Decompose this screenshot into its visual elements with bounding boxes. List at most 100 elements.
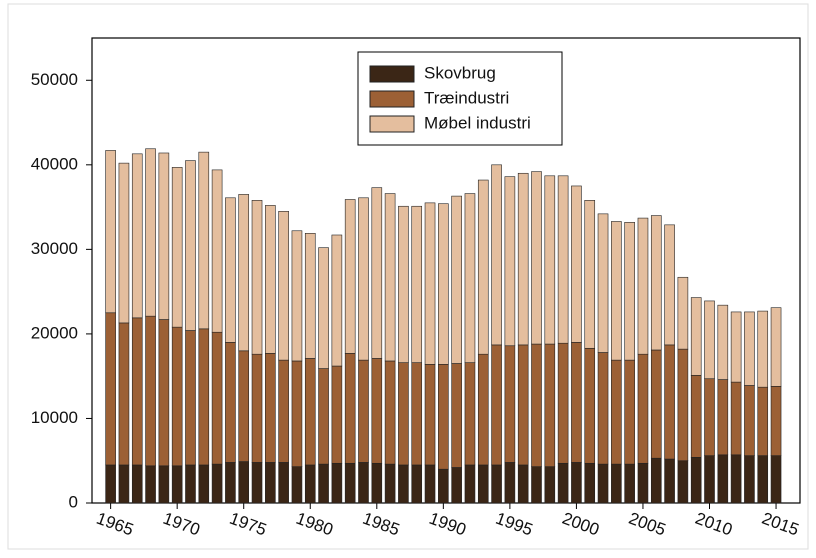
bar-segment bbox=[730, 454, 742, 504]
bar-segment bbox=[291, 360, 303, 467]
bar-segment bbox=[571, 462, 582, 504]
bar-segment bbox=[358, 359, 369, 463]
bar-segment bbox=[225, 462, 236, 504]
bar-segment bbox=[131, 464, 143, 504]
bar-segment bbox=[105, 150, 116, 314]
bar-segment bbox=[304, 358, 316, 466]
bar-segment bbox=[238, 350, 250, 462]
bar-segment bbox=[145, 465, 156, 504]
bar-segment bbox=[185, 330, 196, 466]
bar-segment bbox=[371, 358, 383, 464]
bar-segment bbox=[544, 175, 556, 345]
bar-segment bbox=[690, 375, 702, 458]
bar-segment bbox=[664, 344, 675, 460]
y-tick-label: 30000 bbox=[31, 239, 78, 258]
bar-segment bbox=[185, 160, 196, 331]
bar-segment bbox=[477, 179, 489, 355]
legend-swatch bbox=[369, 90, 415, 108]
bar-segment bbox=[677, 460, 689, 504]
bar-segment bbox=[384, 463, 396, 504]
y-tick-label: 10000 bbox=[31, 408, 78, 427]
bar-segment bbox=[677, 348, 689, 462]
bar-segment bbox=[730, 381, 742, 456]
bar-segment bbox=[517, 172, 529, 346]
bar-segment bbox=[145, 148, 156, 317]
bar-segment bbox=[730, 311, 742, 383]
bar-segment bbox=[398, 205, 409, 363]
bar-segment bbox=[251, 462, 263, 504]
bar-segment bbox=[584, 200, 596, 349]
bar-segment bbox=[637, 217, 649, 355]
bar-segment bbox=[531, 171, 542, 345]
bar-segment bbox=[238, 461, 250, 504]
bar-segment bbox=[624, 359, 635, 465]
bar-segment bbox=[344, 199, 356, 354]
bar-segment bbox=[291, 230, 303, 362]
bar-segment bbox=[344, 462, 356, 504]
bar-segment bbox=[225, 342, 236, 463]
bar-segment bbox=[504, 176, 516, 347]
bar-segment bbox=[477, 464, 489, 504]
bar-segment bbox=[757, 310, 769, 388]
bar-segment bbox=[491, 344, 502, 466]
bar-segment bbox=[318, 463, 329, 504]
bar-segment bbox=[318, 368, 329, 465]
bar-segment bbox=[464, 464, 476, 504]
bar-segment bbox=[611, 221, 622, 361]
bar-segment bbox=[438, 468, 449, 504]
bar-segment bbox=[358, 197, 369, 361]
bar-segment bbox=[624, 463, 635, 504]
bar-segment bbox=[597, 352, 609, 465]
legend-swatch bbox=[369, 115, 415, 133]
bar-segment bbox=[637, 462, 649, 504]
bar-segment bbox=[265, 205, 276, 354]
legend-label: Skovbrug bbox=[424, 63, 496, 82]
bar-segment bbox=[557, 462, 569, 504]
bar-segment bbox=[185, 464, 196, 504]
bar-segment bbox=[491, 464, 502, 504]
bar-segment bbox=[291, 466, 303, 504]
bar-segment bbox=[318, 247, 329, 369]
bar-segment bbox=[331, 234, 343, 367]
bar-segment bbox=[744, 455, 755, 504]
bar-segment bbox=[198, 328, 210, 466]
bar-segment bbox=[770, 307, 782, 387]
bar-segment bbox=[650, 349, 662, 459]
bar-segment bbox=[611, 359, 622, 465]
bar-segment bbox=[158, 152, 170, 320]
bar-segment bbox=[118, 322, 130, 466]
bar-segment bbox=[251, 353, 263, 463]
bar-segment bbox=[171, 167, 183, 328]
bar-segment bbox=[571, 342, 582, 463]
bar-segment bbox=[371, 187, 383, 359]
bar-segment bbox=[557, 342, 569, 464]
bar-segment bbox=[211, 463, 223, 504]
bar-segment bbox=[690, 297, 702, 376]
bar-segment bbox=[770, 386, 782, 456]
bar-segment bbox=[411, 205, 423, 363]
bar-segment bbox=[371, 462, 383, 504]
bar-segment bbox=[304, 233, 316, 359]
bar-segment bbox=[464, 362, 476, 466]
bar-segment bbox=[118, 162, 130, 324]
bar-segment bbox=[757, 386, 769, 456]
bar-segment bbox=[265, 462, 276, 504]
legend-label: Møbel industri bbox=[424, 113, 531, 132]
bar-segment bbox=[304, 464, 316, 504]
bar-segment bbox=[424, 464, 436, 504]
bar-segment bbox=[584, 462, 596, 504]
bar-segment bbox=[517, 344, 529, 466]
bar-segment bbox=[158, 465, 170, 504]
bar-segment bbox=[744, 311, 755, 386]
bar-segment bbox=[118, 464, 130, 504]
bar-segment bbox=[757, 455, 769, 504]
bar-segment bbox=[637, 353, 649, 464]
bar-segment bbox=[331, 365, 343, 464]
bar-segment bbox=[225, 197, 236, 343]
bar-segment bbox=[717, 379, 729, 456]
bar-segment bbox=[211, 169, 223, 333]
bar-segment bbox=[251, 200, 263, 355]
bar-segment bbox=[198, 151, 210, 330]
bar-segment bbox=[198, 464, 210, 504]
bar-segment bbox=[464, 193, 476, 363]
